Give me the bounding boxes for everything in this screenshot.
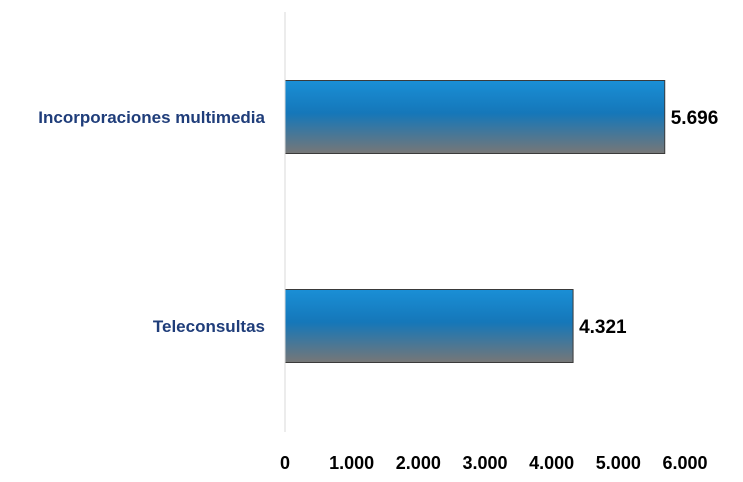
x-tick-label: 6.000: [662, 453, 707, 473]
x-axis-tick-labels: 0 1.000 2.000 3.000 4.000 5.000 6.000: [280, 453, 708, 473]
category-labels: Incorporaciones multimedia Teleconsultas: [38, 108, 265, 336]
category-label-2: Teleconsultas: [153, 317, 265, 336]
x-tick-label: 1.000: [329, 453, 374, 473]
value-label-1: 5.696: [671, 108, 719, 129]
x-tick-label: 0: [280, 453, 290, 473]
category-label-1: Incorporaciones multimedia: [38, 108, 265, 127]
x-tick-label: 2.000: [396, 453, 441, 473]
x-tick-label: 3.000: [462, 453, 507, 473]
bar-1: [284, 80, 666, 154]
bar-2: [284, 289, 574, 363]
x-tick-label: 4.000: [529, 453, 574, 473]
value-labels: 5.696 4.321: [579, 108, 718, 338]
value-label-2: 4.321: [579, 317, 627, 338]
x-tick-label: 5.000: [596, 453, 641, 473]
bars-layer: [284, 80, 666, 363]
